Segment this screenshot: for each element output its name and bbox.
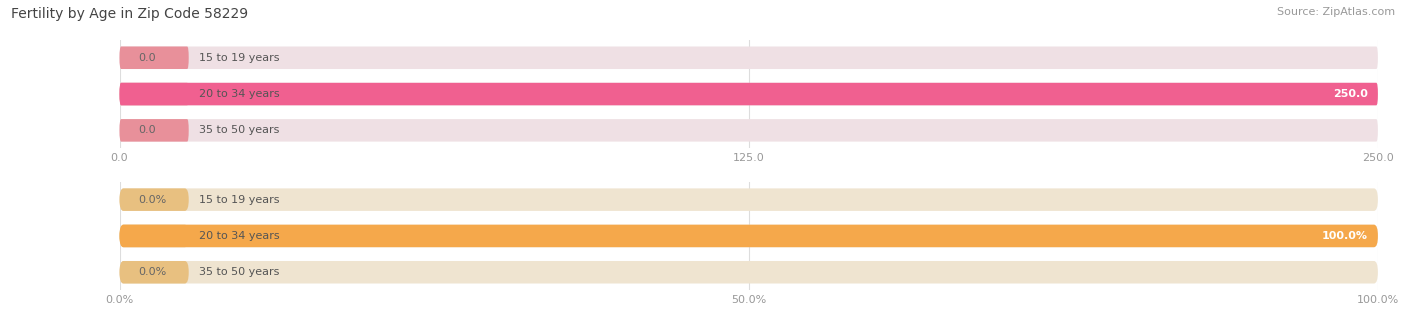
FancyBboxPatch shape (120, 119, 188, 142)
FancyBboxPatch shape (120, 225, 1378, 247)
Text: 20 to 34 years: 20 to 34 years (198, 89, 280, 99)
FancyBboxPatch shape (120, 119, 1378, 142)
Text: 15 to 19 years: 15 to 19 years (198, 53, 280, 63)
FancyBboxPatch shape (120, 225, 188, 247)
FancyBboxPatch shape (120, 225, 1378, 247)
FancyBboxPatch shape (120, 83, 1378, 105)
Text: 20 to 34 years: 20 to 34 years (198, 231, 280, 241)
Text: 100.0%: 100.0% (1322, 231, 1368, 241)
Text: 0.0%: 0.0% (138, 195, 167, 205)
Text: 0.0%: 0.0% (138, 267, 167, 277)
FancyBboxPatch shape (120, 261, 1378, 283)
Text: Fertility by Age in Zip Code 58229: Fertility by Age in Zip Code 58229 (11, 7, 249, 20)
FancyBboxPatch shape (120, 188, 188, 211)
Text: 0.0: 0.0 (138, 125, 156, 135)
Text: Source: ZipAtlas.com: Source: ZipAtlas.com (1277, 7, 1395, 16)
Text: 35 to 50 years: 35 to 50 years (198, 267, 280, 277)
Text: 250.0: 250.0 (1333, 89, 1368, 99)
FancyBboxPatch shape (120, 47, 1378, 69)
Text: 0.0: 0.0 (138, 53, 156, 63)
Text: 15 to 19 years: 15 to 19 years (198, 195, 280, 205)
FancyBboxPatch shape (120, 261, 188, 283)
FancyBboxPatch shape (120, 83, 1378, 105)
Text: 35 to 50 years: 35 to 50 years (198, 125, 280, 135)
FancyBboxPatch shape (120, 83, 188, 105)
FancyBboxPatch shape (120, 47, 188, 69)
FancyBboxPatch shape (120, 188, 1378, 211)
